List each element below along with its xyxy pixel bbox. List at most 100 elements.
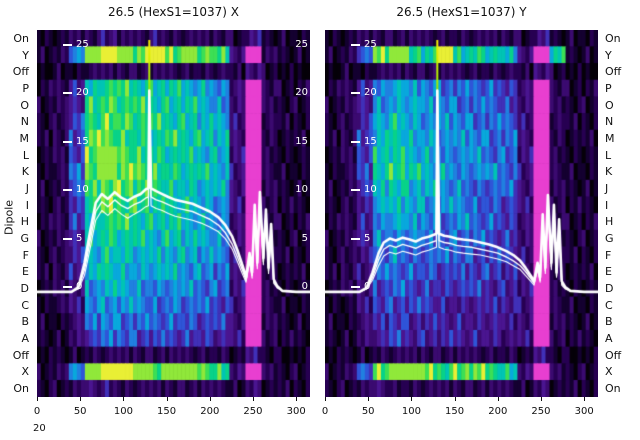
dipole-row-label: X <box>21 365 29 379</box>
heatmap-canvas-y <box>325 30 598 397</box>
ytick-label: 15 <box>76 135 89 147</box>
dipole-row-label: K <box>605 165 613 179</box>
dipole-row-label: C <box>21 298 29 312</box>
dipole-labels-left: On Y Off P O N M L K J I H G F E D C B A Off X On <box>0 30 33 397</box>
dipole-row-label: P <box>605 81 612 95</box>
dipole-row-label: C <box>605 298 613 312</box>
xtick-mark <box>540 397 542 401</box>
heatmap-panel-x: 25 25 20 20 15 15 10 10 5 5 0 0 <box>37 30 310 397</box>
dipole-row-label: F <box>22 248 29 262</box>
dipole-row-label: On <box>13 382 29 396</box>
panel-y-title: 26.5 (HexS1=1037) Y <box>396 5 527 19</box>
footer-text: 20 <box>33 423 46 434</box>
dipole-row-label: H <box>20 215 29 229</box>
dipole-row-label: X <box>605 365 613 379</box>
dipole-row-label: M <box>605 131 615 145</box>
ytick-label: 25 <box>76 39 89 50</box>
heatmap-panel-y: 25 20 15 10 5 0 <box>325 30 598 397</box>
ytick-label: 10 <box>76 184 89 196</box>
dipole-row-label: Off <box>12 65 29 79</box>
dipole-row-label: O <box>20 98 29 112</box>
xtick-mark <box>454 397 456 401</box>
dipole-row-label: A <box>21 332 29 346</box>
ytick-label-right: 5 <box>301 232 308 244</box>
xtick-mark <box>584 397 586 401</box>
ytick-mark <box>63 140 72 143</box>
dipole-row-label: On <box>605 382 621 396</box>
panel-x-title: 26.5 (HexS1=1037) X <box>107 5 240 19</box>
ytick-label: 25 <box>364 39 377 50</box>
xtick-mark <box>368 397 370 401</box>
ytick-mark <box>351 286 360 288</box>
ytick-label: 10 <box>364 184 377 196</box>
dipole-row-label: J <box>25 181 29 195</box>
ytick-mark <box>351 189 360 192</box>
xtick-mark <box>166 397 168 401</box>
ytick-label: 20 <box>364 87 377 99</box>
dipole-row-label: I <box>25 198 29 212</box>
xtick-label: 200 <box>200 406 220 417</box>
ytick-mark <box>351 92 360 95</box>
dipole-row-label: G <box>605 232 614 246</box>
dipole-row-label: K <box>21 165 29 179</box>
xaxis-ticks-x: 0 50 100 150 200 250 300 <box>34 397 310 418</box>
ytick-label: 15 <box>364 135 377 147</box>
xtick-label: 150 <box>445 406 465 417</box>
dipole-row-label: A <box>605 332 613 346</box>
xtick-label: 150 <box>157 406 177 417</box>
xtick-label: 50 <box>361 406 375 417</box>
dipole-row-label: B <box>21 315 29 329</box>
ytick-label: 20 <box>76 87 89 99</box>
dipole-row-label: N <box>20 115 29 129</box>
xtick-label: 100 <box>113 406 133 417</box>
ytick-mark <box>351 140 360 143</box>
xtick-label: 0 <box>321 406 329 417</box>
ytick-label-right: 25 <box>295 39 308 50</box>
ytick-label-right: 20 <box>295 87 308 99</box>
dipole-row-label: D <box>605 282 614 296</box>
dipole-row-label: Off <box>605 348 622 362</box>
ytick-mark <box>63 286 72 288</box>
ytick-label: 0 <box>76 281 83 292</box>
dipole-row-label: B <box>605 315 613 329</box>
dipole-row-label: F <box>605 248 612 262</box>
xtick-mark <box>411 397 413 401</box>
dipole-row-label: L <box>22 148 29 162</box>
ytick-mark <box>351 44 360 46</box>
ytick-label: 5 <box>364 232 371 244</box>
dipole-row-label: On <box>13 31 29 45</box>
dipole-row-label: E <box>22 265 29 279</box>
dipole-row-label: G <box>20 232 29 246</box>
xaxis-ticks-y: 0 50 100 150 200 250 300 <box>321 397 598 418</box>
xtick-mark <box>80 397 82 401</box>
dipole-row-label: E <box>605 265 612 279</box>
heatmap-canvas-x <box>37 30 310 397</box>
dipole-row-label: Off <box>605 65 622 79</box>
dipole-row-label: I <box>605 198 609 212</box>
xtick-mark <box>296 397 298 401</box>
xtick-label: 100 <box>401 406 421 417</box>
xtick-mark <box>325 397 326 401</box>
dipole-row-label: H <box>605 215 614 229</box>
xtick-label: 200 <box>488 406 508 417</box>
xtick-label: 300 <box>574 406 594 417</box>
xtick-label: 300 <box>286 406 306 417</box>
xtick-label: 250 <box>243 406 263 417</box>
dipole-row-label: Off <box>12 348 29 362</box>
ytick-label-right: 0 <box>301 281 308 292</box>
dipole-row-label: P <box>22 81 29 95</box>
xtick-mark <box>37 397 38 401</box>
dipole-row-label: O <box>605 98 614 112</box>
dipole-row-label: Y <box>22 48 29 62</box>
xtick-label: 250 <box>531 406 551 417</box>
xtick-mark <box>123 397 125 401</box>
ytick-label-right: 10 <box>295 184 308 196</box>
ytick-mark <box>63 44 72 46</box>
dipole-row-label: Y <box>605 48 612 62</box>
dipole-row-label: M <box>19 131 30 145</box>
xtick-label: 50 <box>73 406 87 417</box>
dipole-row-label: J <box>605 181 609 195</box>
dipole-labels-right: On Y Off P O N M L K J I H G F E D C B A Off X On <box>601 30 640 397</box>
xtick-mark <box>252 397 254 401</box>
